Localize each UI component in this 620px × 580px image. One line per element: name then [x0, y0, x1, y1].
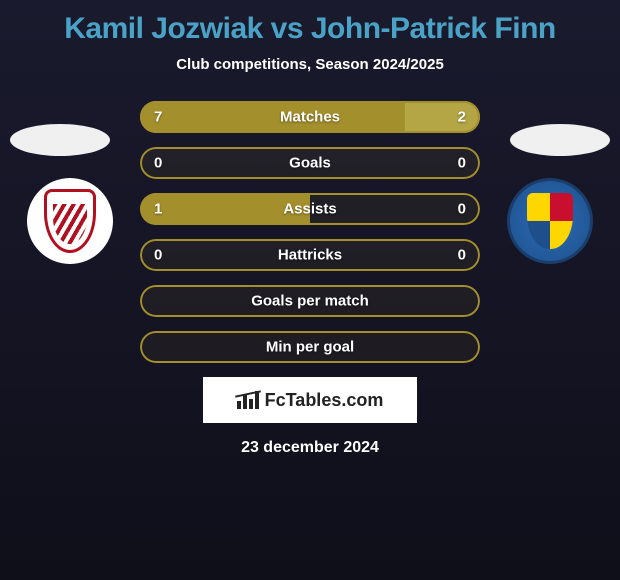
stat-label: Min per goal: [266, 339, 354, 356]
stat-value-player2: 0: [458, 247, 466, 264]
stat-row: Min per goal: [140, 331, 480, 363]
stat-value-player1: 0: [154, 247, 162, 264]
stat-value-player2: 2: [458, 109, 466, 126]
stat-label: Goals per match: [251, 293, 369, 310]
stat-row: 0 0 Hattricks: [140, 239, 480, 271]
stat-row: Goals per match: [140, 285, 480, 317]
stat-label: Goals: [289, 155, 331, 172]
stat-value-player2: 0: [458, 201, 466, 218]
page-title: Kamil Jozwiak vs John-Patrick Finn: [0, 0, 620, 46]
stat-label: Hattricks: [278, 247, 342, 264]
subtitle: Club competitions, Season 2024/2025: [0, 56, 620, 73]
branding-text: FcTables.com: [265, 390, 384, 411]
stat-row: 0 0 Goals: [140, 147, 480, 179]
stat-row: 1 0 Assists: [140, 193, 480, 225]
stat-value-player1: 1: [154, 201, 162, 218]
stat-value-player1: 0: [154, 155, 162, 172]
team-logo-right: [507, 178, 593, 264]
stat-row: 7 2 Matches: [140, 101, 480, 133]
stat-value-player2: 0: [458, 155, 466, 172]
stat-label: Matches: [280, 109, 340, 126]
getafe-crest-icon: [507, 178, 593, 264]
stat-fill-player2: [405, 101, 480, 133]
branding-badge: FcTables.com: [203, 377, 417, 423]
team-logo-left: [27, 178, 113, 264]
stat-label: Assists: [283, 201, 336, 218]
date-text: 23 december 2024: [0, 439, 620, 457]
granada-shield-icon: [44, 189, 96, 253]
stat-value-player1: 7: [154, 109, 162, 126]
fctables-logo-icon: [237, 391, 259, 409]
stat-fill-player1: [140, 101, 405, 133]
